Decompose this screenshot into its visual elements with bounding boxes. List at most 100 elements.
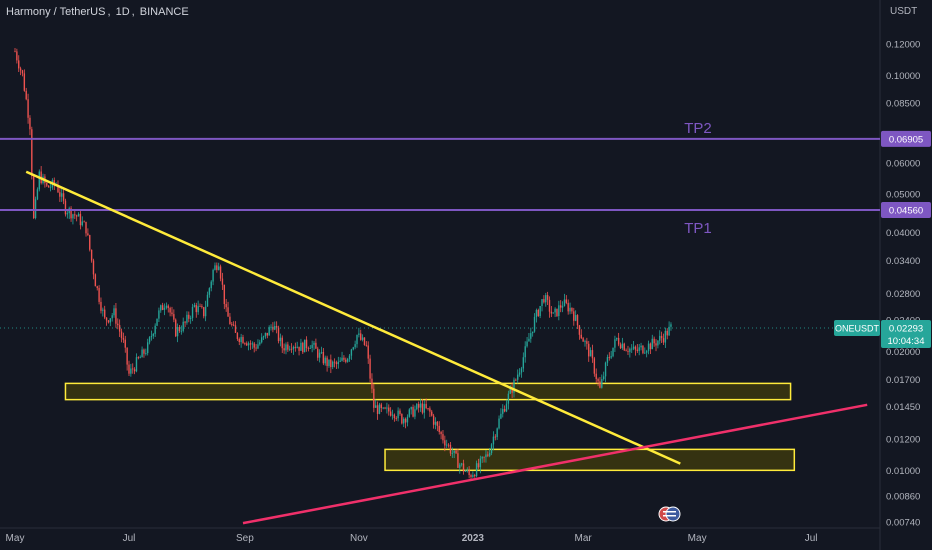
candle-body bbox=[664, 330, 667, 343]
candle-body bbox=[62, 193, 65, 201]
candle-body bbox=[483, 456, 485, 458]
candle-body bbox=[234, 325, 237, 333]
candle-body bbox=[393, 414, 396, 418]
candle-body bbox=[434, 421, 437, 425]
candle-body bbox=[16, 51, 18, 61]
candle-body bbox=[32, 176, 35, 219]
candle-body bbox=[659, 335, 661, 341]
candle-body bbox=[350, 349, 353, 356]
candle-body bbox=[498, 418, 500, 429]
candle-body bbox=[294, 346, 297, 348]
candle-body bbox=[27, 99, 29, 118]
x-tick-label: Sep bbox=[236, 533, 254, 544]
candle-body bbox=[468, 470, 470, 476]
candle-body bbox=[533, 316, 536, 332]
candle-body bbox=[206, 294, 209, 307]
candle-body bbox=[326, 357, 328, 367]
support-trendline bbox=[242, 403, 868, 525]
candle-body bbox=[404, 418, 407, 423]
candle-body bbox=[335, 362, 338, 365]
candle-body bbox=[593, 358, 596, 374]
candle-body bbox=[135, 357, 138, 372]
candle-body bbox=[318, 352, 321, 358]
candle-body bbox=[558, 305, 560, 317]
candle-body bbox=[320, 352, 323, 353]
candle-body bbox=[614, 339, 616, 348]
candle-body bbox=[361, 337, 364, 340]
candle-body bbox=[275, 326, 278, 328]
candle-body bbox=[459, 464, 461, 468]
candle-body bbox=[487, 454, 489, 456]
candle-body bbox=[21, 70, 24, 74]
candle-body bbox=[285, 344, 287, 351]
candle-body bbox=[363, 337, 366, 345]
candle-body bbox=[509, 387, 511, 394]
candle-body bbox=[440, 431, 442, 435]
candle-body bbox=[167, 305, 169, 309]
candle-body bbox=[107, 320, 110, 323]
tp-price-badge bbox=[881, 202, 931, 219]
candle-body bbox=[503, 409, 506, 412]
candle-body bbox=[126, 347, 128, 365]
candle-body bbox=[388, 407, 390, 412]
candle-body bbox=[315, 342, 317, 349]
candle-body bbox=[34, 199, 37, 219]
candle-body bbox=[367, 345, 369, 359]
candle-body bbox=[369, 358, 371, 379]
candle-body bbox=[373, 388, 375, 408]
candle-body bbox=[277, 327, 280, 342]
candle-body bbox=[111, 315, 113, 319]
candle-body bbox=[438, 425, 440, 432]
candle-body bbox=[332, 361, 334, 368]
candle-body bbox=[455, 450, 457, 454]
candle-body bbox=[156, 318, 158, 326]
candle-body bbox=[561, 306, 564, 308]
candle-body bbox=[651, 338, 653, 350]
candle-body bbox=[141, 349, 143, 358]
candle-body bbox=[356, 334, 358, 345]
candle-body bbox=[479, 458, 482, 468]
candle-body bbox=[330, 359, 332, 368]
candle-body bbox=[608, 357, 610, 358]
candle-body bbox=[240, 337, 242, 343]
candle-body bbox=[158, 310, 160, 319]
candle-body bbox=[485, 454, 487, 458]
candle-body bbox=[102, 309, 104, 311]
candle-body bbox=[582, 338, 584, 342]
demand-zone bbox=[384, 448, 796, 472]
candle-body bbox=[444, 440, 446, 446]
candle-body bbox=[464, 471, 467, 472]
candle-body bbox=[264, 332, 267, 337]
candle-body bbox=[545, 295, 547, 303]
candle-body bbox=[289, 348, 291, 350]
candle-body bbox=[14, 51, 16, 53]
candle-body bbox=[118, 325, 121, 332]
candle-body bbox=[210, 281, 212, 289]
candle-body bbox=[488, 453, 491, 456]
y-tick-label: 0.12000 bbox=[886, 40, 920, 51]
candle-body bbox=[535, 309, 538, 317]
candle-body bbox=[189, 317, 192, 319]
chart-header: Harmony / TetherUS, 1D, BINANCE bbox=[6, 6, 189, 18]
candle-body bbox=[531, 331, 534, 334]
candle-body bbox=[100, 301, 102, 311]
candle-body bbox=[500, 413, 502, 419]
candle-body bbox=[348, 355, 351, 359]
candle-body bbox=[425, 403, 427, 409]
candle-body bbox=[571, 307, 573, 312]
candle-body bbox=[475, 463, 478, 477]
candle-body bbox=[492, 436, 495, 445]
candle-body bbox=[513, 379, 515, 393]
candle-body bbox=[666, 330, 668, 336]
candle-body bbox=[573, 311, 575, 321]
price-scale-unit: USDT bbox=[890, 6, 918, 17]
candle-body bbox=[505, 403, 508, 412]
candle-body bbox=[128, 364, 130, 374]
candle-body bbox=[601, 379, 603, 388]
y-tick-label: 0.00860 bbox=[886, 492, 920, 503]
candle-body bbox=[401, 413, 403, 424]
candle-body bbox=[432, 415, 435, 425]
candle-body bbox=[457, 453, 459, 468]
candle-body bbox=[365, 344, 368, 346]
